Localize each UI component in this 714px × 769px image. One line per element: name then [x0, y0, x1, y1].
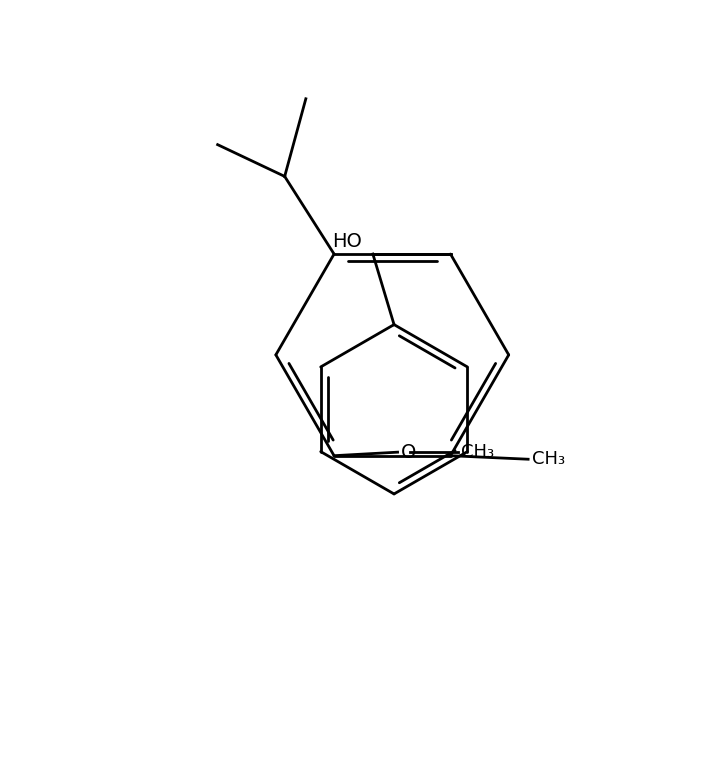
Text: HO: HO: [333, 231, 362, 251]
Text: O: O: [401, 443, 416, 461]
Text: CH₃: CH₃: [461, 443, 494, 461]
Text: CH₃: CH₃: [532, 450, 565, 468]
